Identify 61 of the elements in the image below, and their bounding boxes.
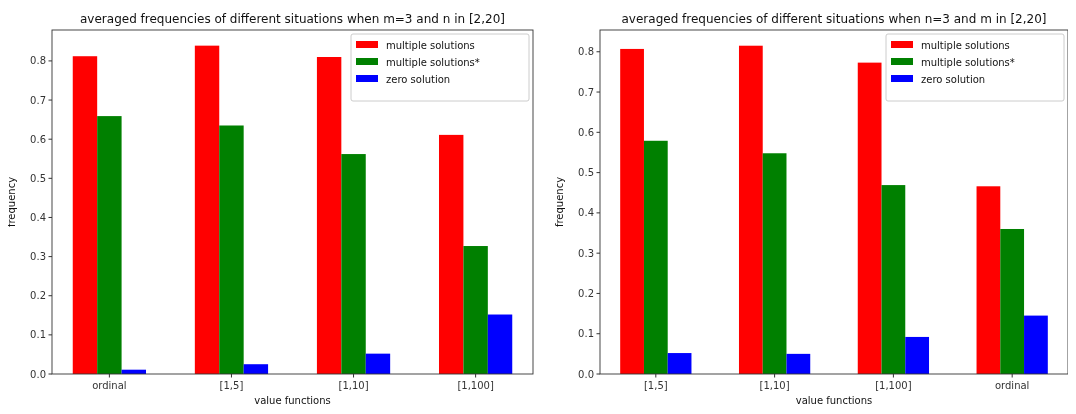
bar xyxy=(487,314,513,374)
bar xyxy=(1000,228,1025,374)
x-axis-title: value functions xyxy=(254,395,331,406)
y-axis-title: frequency xyxy=(554,176,565,228)
bar xyxy=(620,48,644,374)
y-tick-label: 0.5 xyxy=(578,167,594,179)
bar xyxy=(857,62,882,374)
bar xyxy=(643,140,668,374)
y-tick-label: 0.4 xyxy=(578,207,594,219)
x-tick-label: [1,100] xyxy=(875,380,912,391)
bar xyxy=(316,57,342,374)
bar xyxy=(738,45,763,374)
x-tick-label: ordinal xyxy=(92,380,127,391)
x-tick-label: [1,100] xyxy=(457,380,494,391)
bar xyxy=(365,353,391,374)
legend-label: multiple solutions* xyxy=(386,56,480,68)
legend-label: zero solution xyxy=(921,73,986,85)
legend-label: multiple solutions xyxy=(921,39,1010,51)
x-tick-label: ordinal xyxy=(994,380,1030,391)
bar xyxy=(881,185,906,374)
y-tick-label: 0.7 xyxy=(30,94,46,106)
y-tick-label: 0.3 xyxy=(578,247,594,259)
legend-label: multiple solutions xyxy=(386,39,475,51)
bar xyxy=(243,364,269,374)
y-tick-label: 0.5 xyxy=(30,172,46,184)
bar xyxy=(219,125,244,374)
bar xyxy=(463,246,488,374)
y-tick-label: 0.7 xyxy=(578,86,594,98)
bar xyxy=(72,56,98,374)
y-tick-label: 0.3 xyxy=(30,251,46,263)
bar xyxy=(439,134,464,374)
y-tick-label: 0.0 xyxy=(578,368,594,380)
chart-title: averaged frequencies of different situations when n=3 and m in [2,20] xyxy=(621,12,1047,26)
y-tick-label: 0.8 xyxy=(30,55,46,67)
y-tick-label: 0.0 xyxy=(30,368,46,380)
x-tick-label: [1,10] xyxy=(759,380,790,391)
y-tick-label: 0.6 xyxy=(30,133,46,145)
x-tick-label: [1,10] xyxy=(338,380,369,391)
bar xyxy=(976,186,1001,374)
bar xyxy=(905,336,930,374)
bar xyxy=(97,116,122,374)
x-tick-label: [1,5] xyxy=(219,380,244,391)
y-tick-label: 0.6 xyxy=(578,126,594,138)
y-tick-label: 0.8 xyxy=(578,46,594,58)
x-axis-title: value functions xyxy=(795,395,873,406)
y-tick-label: 0.2 xyxy=(30,290,46,302)
y-tick-label: 0.1 xyxy=(578,328,594,340)
chart-title: averaged frequencies of different situations when m=3 and n in [2,20] xyxy=(80,12,505,26)
bar xyxy=(786,353,811,374)
y-tick-label: 0.4 xyxy=(30,211,46,223)
y-axis-title: frequency xyxy=(6,176,17,228)
bar xyxy=(762,153,787,374)
y-tick-label: 0.1 xyxy=(30,329,46,341)
bar xyxy=(1024,315,1048,374)
bar xyxy=(341,154,366,374)
x-tick-label: [1,5] xyxy=(643,380,668,391)
legend-label: zero solution xyxy=(386,73,451,85)
legend-label: multiple solutions* xyxy=(921,56,1015,68)
bar xyxy=(667,353,692,374)
bar xyxy=(194,45,220,374)
y-tick-label: 0.2 xyxy=(578,287,594,299)
